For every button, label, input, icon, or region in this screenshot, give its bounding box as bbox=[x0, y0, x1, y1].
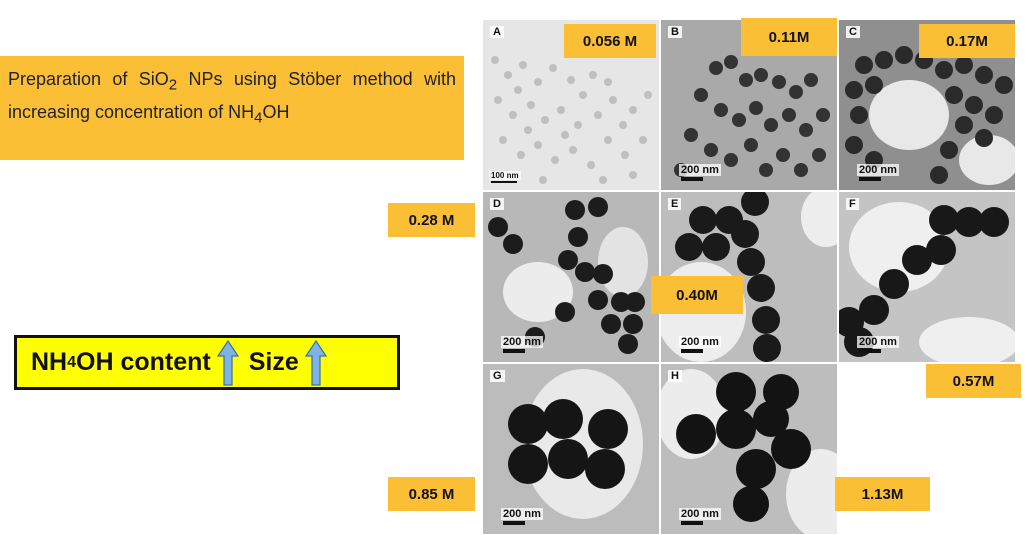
concentration-label: 0.28 M bbox=[388, 203, 475, 237]
up-arrow-icon bbox=[304, 339, 327, 386]
scale-bar: 200 nm bbox=[857, 336, 899, 353]
headline-size: Size bbox=[248, 348, 299, 376]
concentration-label: 1.13M bbox=[835, 477, 930, 511]
nh4oh-size-headline: NH 4 OH content Size bbox=[14, 335, 400, 390]
concentration-label: 0.056 M bbox=[564, 24, 656, 58]
panel-letter: B bbox=[668, 26, 682, 38]
tem-image-f bbox=[839, 192, 1015, 362]
concentration-label: 0.57M bbox=[926, 364, 1021, 398]
tem-image-d bbox=[483, 192, 659, 362]
panel-letter: H bbox=[668, 370, 682, 382]
up-arrow-icon bbox=[216, 339, 239, 386]
headline-nh: NH bbox=[31, 348, 68, 376]
tem-panel-f: F 200 nm bbox=[839, 192, 1015, 362]
scale-bar: 100 nm bbox=[489, 171, 521, 183]
tem-panel-d: D 200 nm bbox=[483, 192, 659, 362]
description-text-3: OH bbox=[262, 101, 290, 122]
headline-content: OH content bbox=[76, 348, 211, 376]
panel-letter: D bbox=[490, 198, 504, 210]
scale-bar: 200 nm bbox=[679, 336, 721, 353]
tem-panel-g: G 200 nm bbox=[483, 364, 659, 534]
description-text-1: Preparation of SiO bbox=[8, 69, 169, 89]
panel-letter: A bbox=[490, 26, 504, 38]
panel-letter: E bbox=[668, 198, 682, 210]
panel-letter: F bbox=[846, 198, 859, 210]
scale-bar: 200 nm bbox=[857, 164, 899, 181]
description-text-2: NPs using Stöber method with increasing … bbox=[8, 69, 456, 122]
description-box: Preparation of SiO2 NPs using Stöber met… bbox=[0, 56, 464, 160]
panel-letter: C bbox=[846, 26, 860, 38]
scale-bar: 200 nm bbox=[501, 336, 543, 353]
concentration-label: 0.40M bbox=[651, 276, 743, 314]
tem-panel-h: H 200 nm bbox=[661, 364, 837, 534]
scale-bar: 200 nm bbox=[679, 164, 721, 181]
concentration-label: 0.85 M bbox=[388, 477, 475, 511]
scale-bar: 200 nm bbox=[679, 508, 721, 525]
headline-sub: 4 bbox=[67, 353, 77, 371]
concentration-label: 0.11M bbox=[741, 18, 837, 56]
tem-image-g bbox=[483, 364, 659, 534]
concentration-label: 0.17M bbox=[919, 24, 1015, 58]
panel-letter: G bbox=[490, 370, 505, 382]
description-sub-2: 2 bbox=[168, 76, 178, 94]
scale-bar: 200 nm bbox=[501, 508, 543, 525]
description-sub-4: 4 bbox=[254, 109, 263, 127]
tem-image-h bbox=[661, 364, 837, 534]
